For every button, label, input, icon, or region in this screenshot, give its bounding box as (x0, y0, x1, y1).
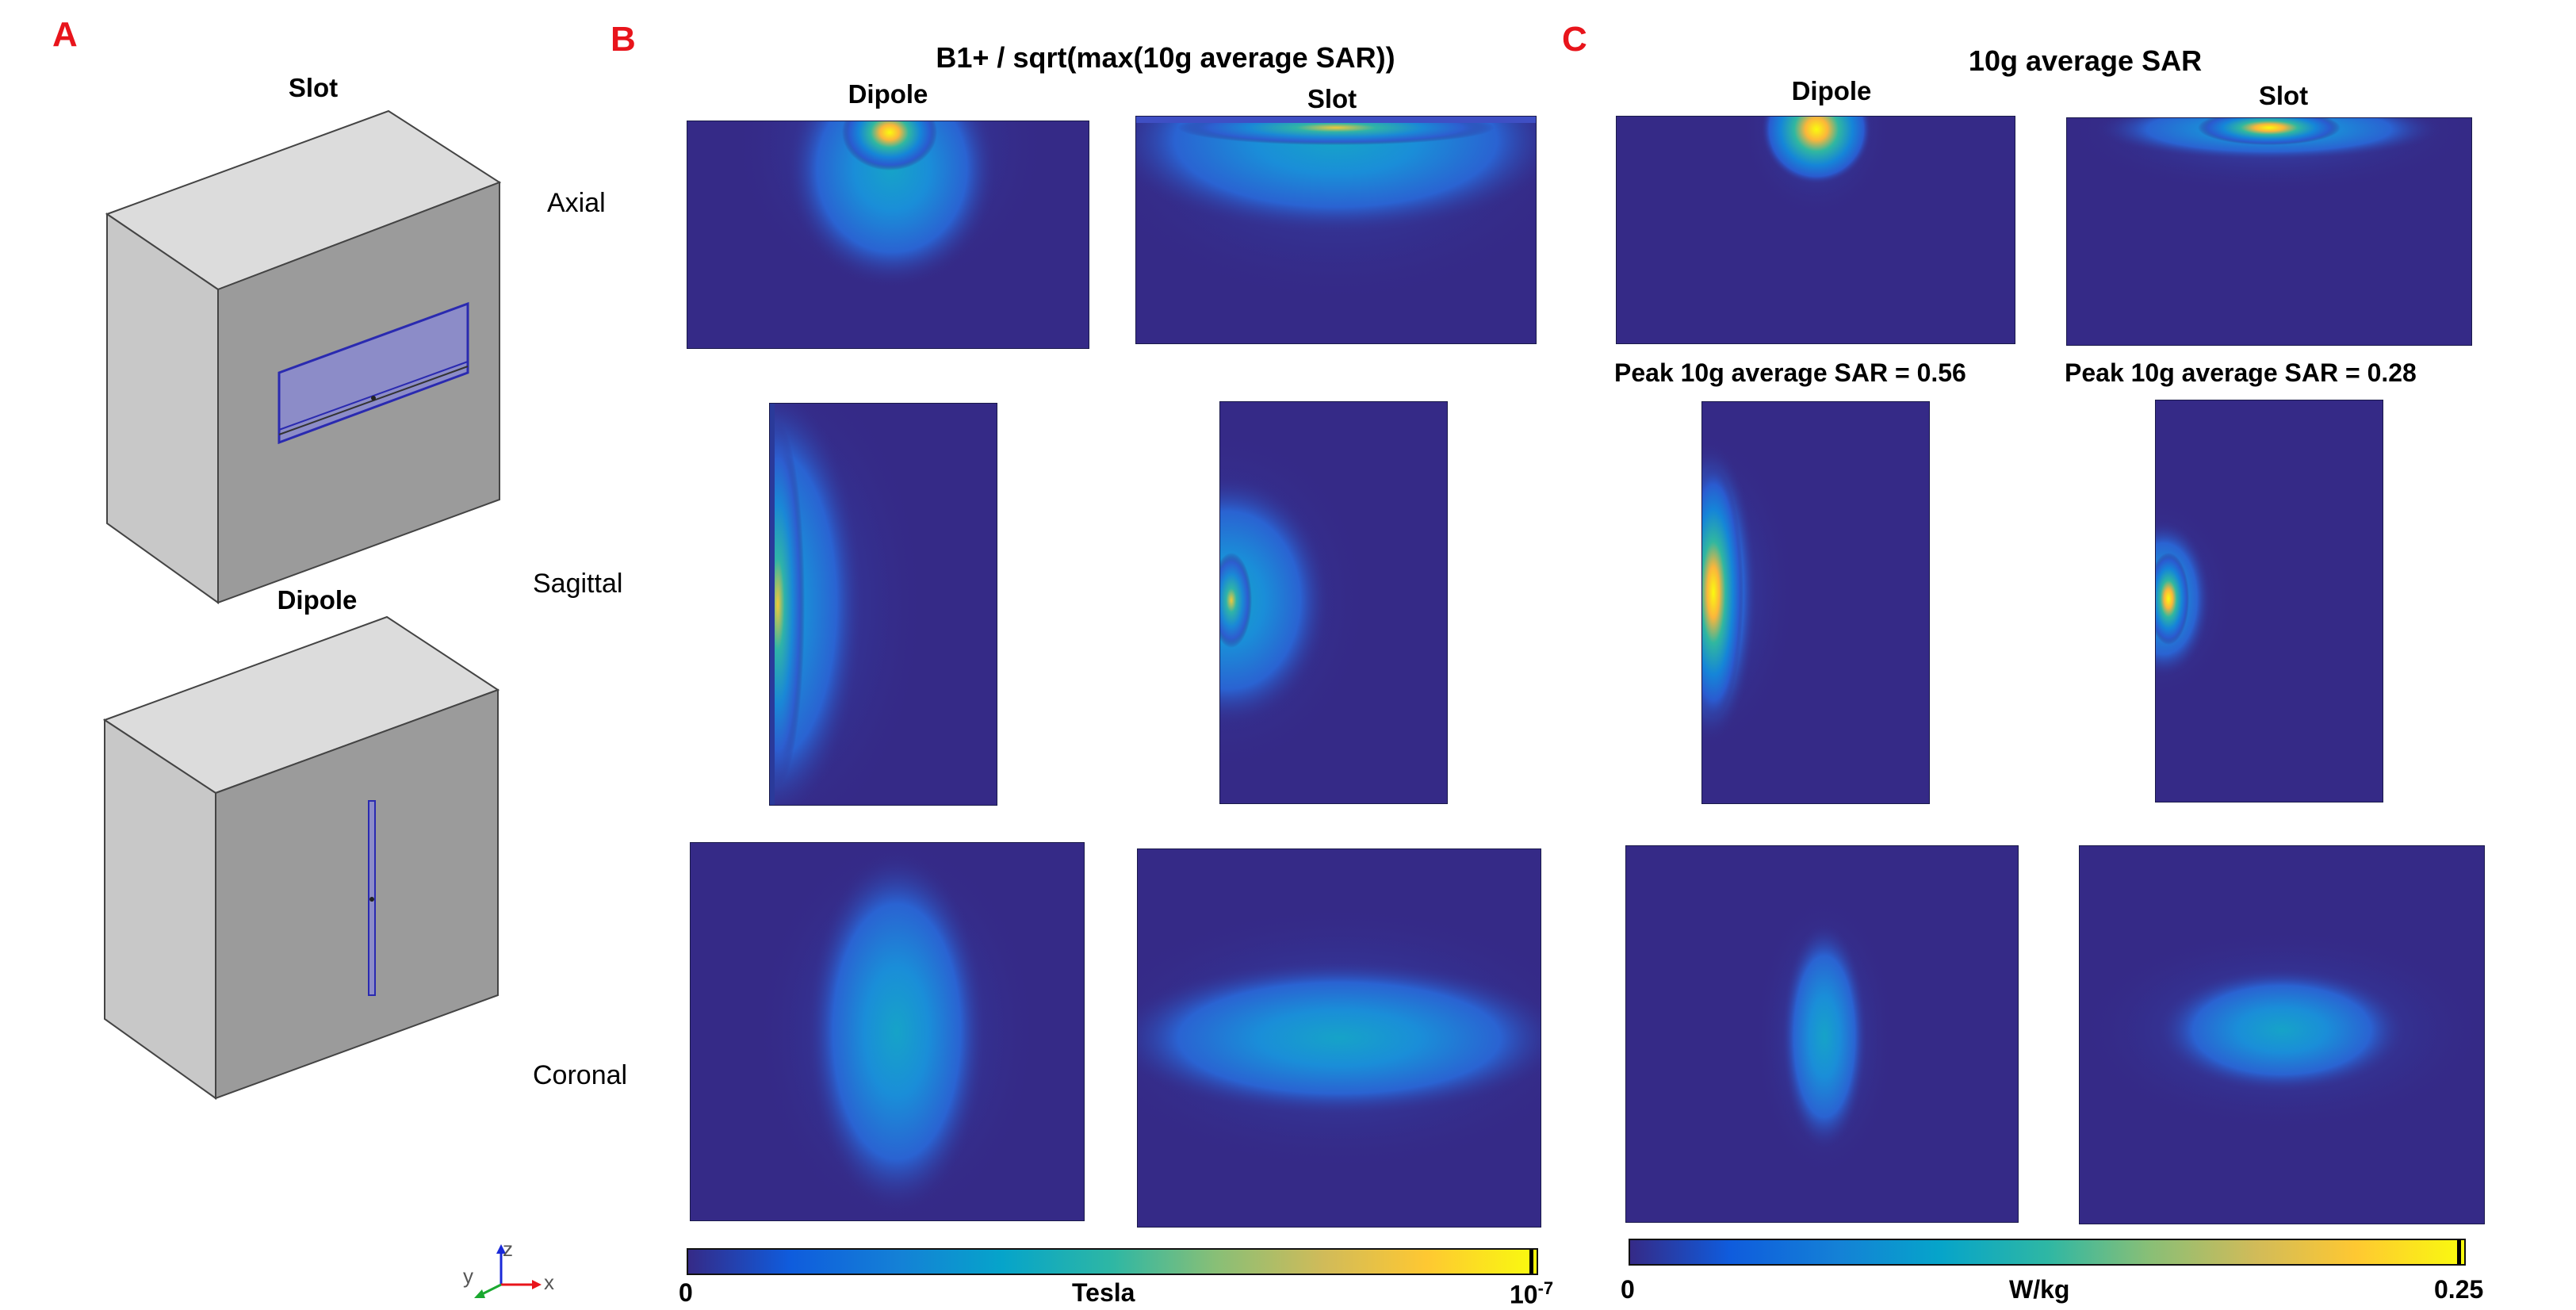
panel-a-letter: A (52, 15, 78, 54)
row-label-coronal: Coronal (533, 1060, 628, 1090)
panel-c-title: 10g average SAR (1968, 44, 2203, 77)
row-label-axial: Axial (547, 188, 606, 218)
map-c-axial-dipole (1616, 116, 2015, 344)
map-c-coronal-slot (2079, 845, 2485, 1224)
panel-c-col-slot: Slot (2258, 81, 2309, 110)
axes-triad-icon (474, 1244, 542, 1298)
peak-sar-dipole: Peak 10g average SAR = 0.56 (1614, 358, 1966, 387)
colorbar-c-unit: W/kg (2009, 1275, 2070, 1304)
colorbar-b-unit: Tesla (1072, 1278, 1135, 1307)
slot-model-3d (105, 109, 502, 604)
colorbar-b (687, 1248, 1538, 1275)
map-b-coronal-dipole (690, 842, 1085, 1221)
colorbar-b-max-base: 10 (1510, 1280, 1538, 1309)
axis-y-label: y (463, 1264, 473, 1288)
panel-b-title: B1+ / sqrt(max(10g average SAR)) (936, 41, 1395, 74)
colorbar-c-max: 0.25 (2434, 1275, 2484, 1304)
colorbar-b-end-tick (1529, 1250, 1533, 1274)
map-b-coronal-slot (1137, 848, 1541, 1228)
map-b-axial-dipole (687, 121, 1089, 349)
map-c-axial-slot (2066, 117, 2472, 346)
map-b-axial-slot (1135, 116, 1537, 344)
colorbar-b-max-exp: -7 (1537, 1278, 1554, 1298)
panel-b-letter: B (611, 20, 636, 59)
row-label-sagittal: Sagittal (533, 569, 623, 599)
slot-antenna (278, 301, 469, 445)
panel-b-col-slot: Slot (1307, 84, 1357, 113)
panel-b-col-dipole: Dipole (848, 79, 928, 109)
peak-sar-slot: Peak 10g average SAR = 0.28 (2065, 358, 2417, 387)
panel-c-letter: C (1562, 20, 1587, 59)
colorbar-c-end-tick (2457, 1240, 2461, 1264)
slot-model-label: Slot (288, 73, 339, 102)
map-b-sagittal-dipole (769, 403, 997, 806)
axis-z-label: z (503, 1237, 513, 1261)
map-c-sagittal-slot (2155, 400, 2383, 802)
panel-c-col-dipole: Dipole (1791, 76, 1872, 105)
dipole-model-3d (102, 615, 500, 1100)
colorbar-b-min: 0 (679, 1278, 693, 1307)
map-c-sagittal-dipole (1701, 401, 1930, 804)
colorbar-c-min: 0 (1621, 1275, 1635, 1304)
map-b-sagittal-slot (1219, 401, 1448, 804)
axis-x-label: x (544, 1270, 554, 1294)
dipole-model-label: Dipole (277, 585, 358, 615)
map-c-coronal-dipole (1625, 845, 2019, 1223)
colorbar-b-max: 10-7 (1510, 1278, 1553, 1310)
colorbar-c (1629, 1239, 2466, 1266)
